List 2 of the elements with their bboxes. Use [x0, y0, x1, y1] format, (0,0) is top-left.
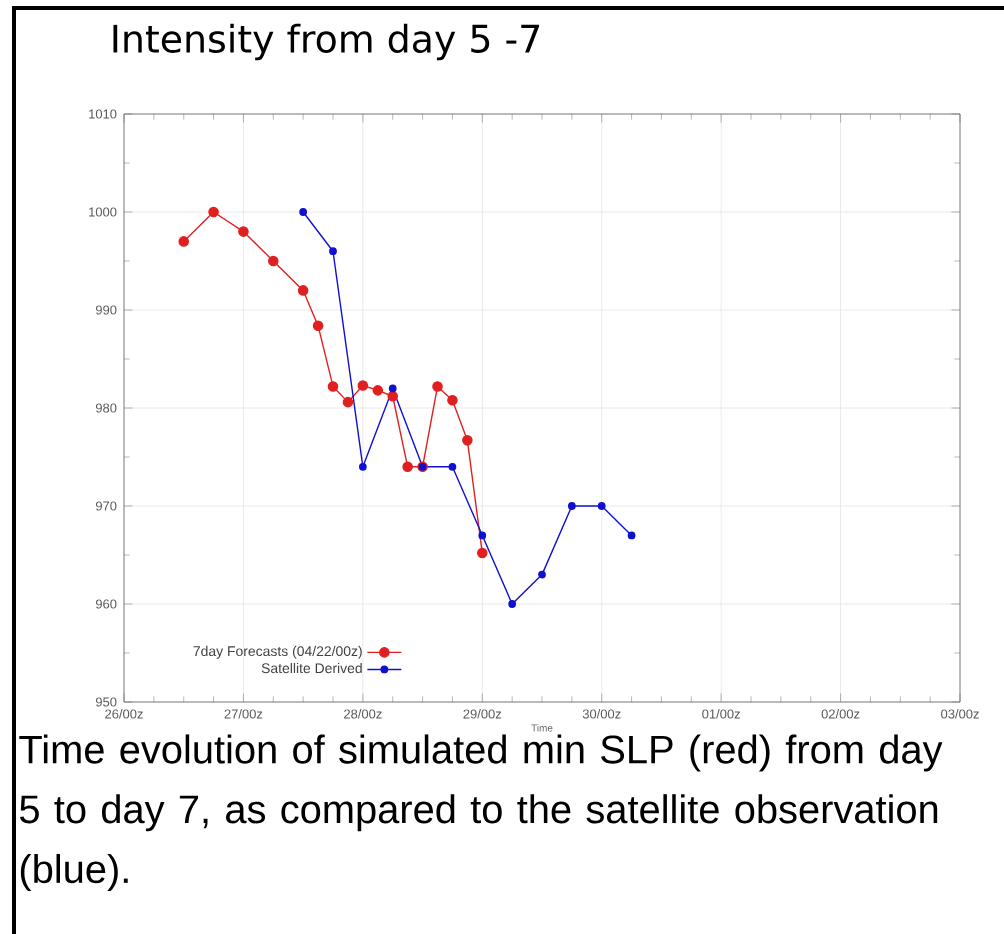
- text: Time evolution of simulated min SLP (red) from day 5 to day 7, as compared to the satellite observation (blue).: [19, 734, 943, 892]
- chart-title: Intensity from day 5 -7: [113, 23, 540, 61]
